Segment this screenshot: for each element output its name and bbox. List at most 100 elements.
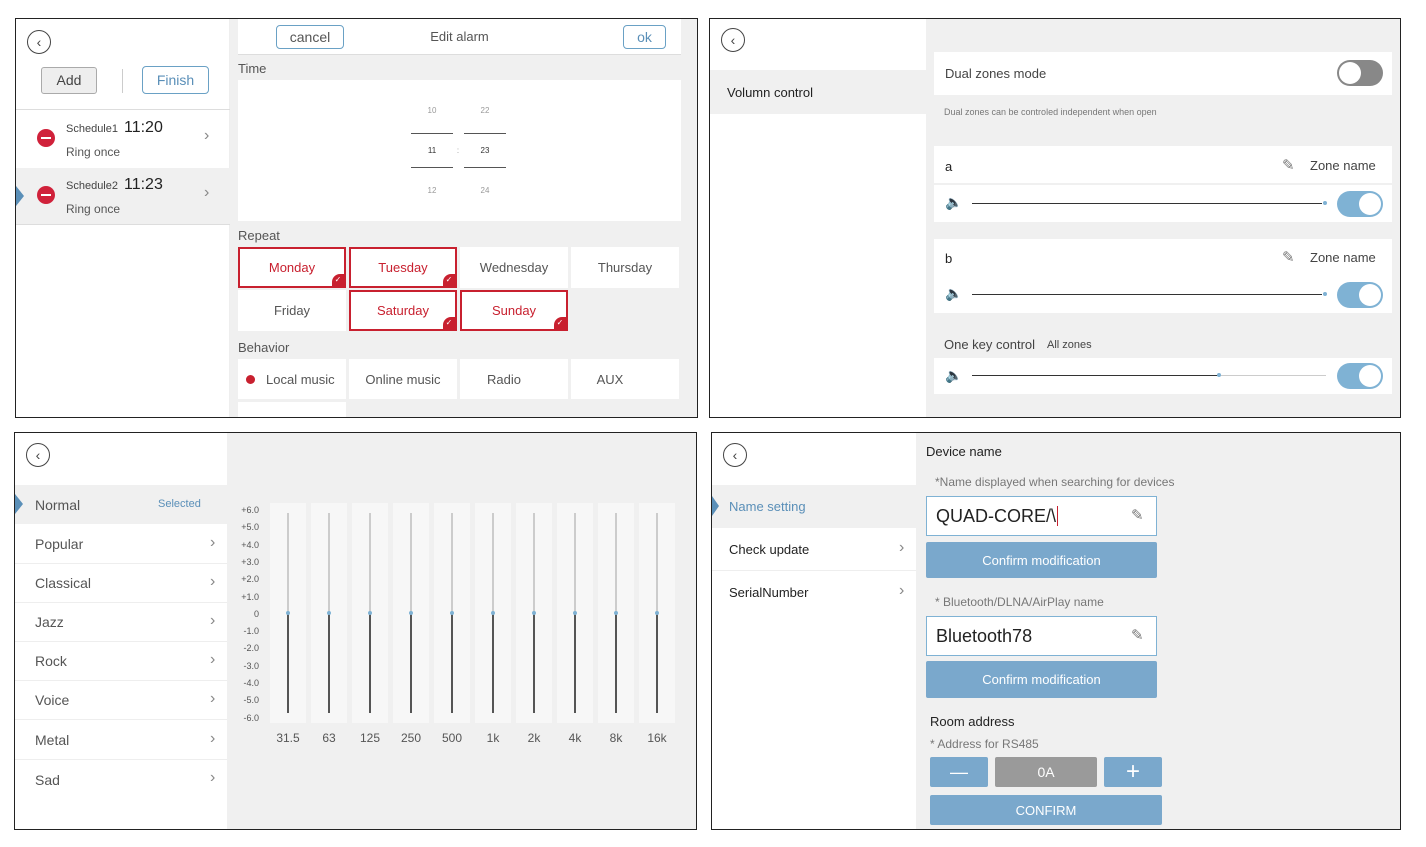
schedule-row[interactable]: Schedule1 11:20 Ring once › [16,111,230,167]
schedule-row[interactable]: Schedule2 11:23 Ring once › [16,168,230,224]
selected-dot-icon [246,374,255,384]
db-tick-label: +6.0 [241,505,259,515]
slider-thumb[interactable] [1217,373,1221,377]
behavior-online-music[interactable]: Online music [349,359,457,399]
pencil-icon[interactable]: ✎ [1282,249,1295,266]
one-key-toggle[interactable] [1337,363,1383,389]
toolbar-separator [122,69,123,93]
back-icon[interactable]: ‹ [27,30,51,54]
sidebar-item-name-setting[interactable]: Name setting [712,485,916,528]
eq-band-slider[interactable] [270,503,306,723]
back-icon[interactable]: ‹ [721,28,745,52]
day-wednesday[interactable]: Wednesday [460,247,568,288]
preset-rock[interactable]: Rock › [15,642,227,681]
preset-label: Normal [35,497,81,513]
eq-band-knob[interactable] [327,611,331,615]
device-name-input[interactable]: QUAD-CORE/\ [926,496,1157,536]
increment-button[interactable]: + [1104,757,1162,787]
day-friday[interactable]: Friday [238,290,346,331]
eq-band-slider[interactable] [352,503,388,723]
device-sidebar: ‹ Name setting Check update › SerialNumb… [712,433,916,829]
eq-band-slider[interactable] [598,503,634,723]
behavior-radio[interactable]: Radio [460,359,568,399]
dual-zones-toggle[interactable] [1337,60,1383,86]
volume-slider[interactable] [972,294,1322,295]
eq-band-knob[interactable] [573,611,577,615]
eq-band-slider[interactable] [393,503,429,723]
picker-line [464,133,506,134]
behavior-label-text: Local music [266,371,335,387]
eq-band-track [656,513,658,613]
preset-label: Classical [35,575,92,591]
eq-band-slider[interactable] [516,503,552,723]
preset-label: Jazz [35,614,64,630]
preset-metal[interactable]: Metal › [15,721,227,760]
eq-band-slider[interactable] [475,503,511,723]
eq-band-knob[interactable] [532,611,536,615]
db-tick-label: +1.0 [241,591,259,602]
cancel-button[interactable]: cancel [276,25,344,49]
behavior-local-music[interactable]: Local music [238,359,346,399]
preset-popular[interactable]: Popular › [15,525,227,564]
pencil-icon[interactable]: ✎ [1282,157,1295,174]
eq-band-knob[interactable] [286,611,290,615]
preset-sad[interactable]: Sad › [15,760,227,799]
eq-band-knob[interactable] [655,611,659,615]
bt-name-input[interactable]: Bluetooth78 [926,616,1157,656]
preset-jazz[interactable]: Jazz › [15,603,227,642]
zone-a-toggle[interactable] [1337,191,1383,217]
eq-band-knob[interactable] [409,611,413,615]
add-button[interactable]: Add [41,67,97,94]
chevron-right-icon: › [210,730,216,747]
device-panel: ‹ Name setting Check update › SerialNumb… [711,432,1401,830]
delete-icon[interactable] [37,129,55,147]
day-sunday[interactable]: Sunday [460,290,568,331]
device-content: Device name *Name displayed when searchi… [916,433,1400,829]
eq-band-slider[interactable] [311,503,347,723]
eq-band-knob[interactable] [450,611,454,615]
volume-sidebar: ‹ Volumn control [710,19,926,417]
day-tuesday[interactable]: Tuesday [349,247,457,288]
zone-name-edit[interactable]: Zone name [1310,158,1376,173]
eq-band-knob[interactable] [491,611,495,615]
sidebar-item-volume[interactable]: Volumn control [710,70,926,114]
confirm-address-button[interactable]: CONFIRM [930,795,1162,825]
slider-thumb[interactable] [1323,201,1327,205]
preset-normal[interactable]: Normal Selected [15,485,227,524]
confirm-name-button[interactable]: Confirm modification [926,542,1157,578]
preset-voice[interactable]: Voice › [15,681,227,720]
eq-band-slider[interactable] [639,503,675,723]
zone-b-toggle[interactable] [1337,282,1383,308]
eq-band-knob[interactable] [368,611,372,615]
volume-slider[interactable] [972,203,1322,204]
pencil-icon[interactable]: ✎ [1131,507,1144,524]
delete-icon[interactable] [37,186,55,204]
dual-zones-hint: Dual zones can be controled independent … [944,107,1157,117]
decrement-button[interactable]: — [930,757,988,787]
eq-band-knob[interactable] [614,611,618,615]
sidebar-item-serial[interactable]: SerialNumber › [712,572,916,615]
day-monday[interactable]: Monday [238,247,346,288]
eq-band-slider[interactable] [434,503,470,723]
pencil-icon[interactable]: ✎ [1131,627,1144,644]
zone-name-edit[interactable]: Zone name [1310,250,1376,265]
finish-button[interactable]: Finish [142,66,209,94]
volume-slider-track[interactable] [1220,375,1326,376]
db-tick-label: -4.0 [243,678,259,688]
preset-classical[interactable]: Classical › [15,564,227,603]
db-tick-label: -1.0 [243,626,259,637]
time-picker[interactable]: 10 11 12 : 22 23 24 [238,80,681,221]
behavior-aux[interactable]: AUX [571,359,679,399]
confirm-bt-button[interactable]: Confirm modification [926,661,1157,698]
day-saturday[interactable]: Saturday [349,290,457,331]
eq-band-track [369,513,371,613]
sidebar-item-check-update[interactable]: Check update › [712,528,916,571]
band-frequency-label: 125 [359,731,381,745]
eq-band-slider[interactable] [557,503,593,723]
chevron-right-icon: › [210,690,216,707]
back-icon[interactable]: ‹ [26,443,50,467]
slider-thumb[interactable] [1323,292,1327,296]
ok-button[interactable]: ok [623,25,666,49]
back-icon[interactable]: ‹ [723,443,747,467]
day-thursday[interactable]: Thursday [571,247,679,288]
